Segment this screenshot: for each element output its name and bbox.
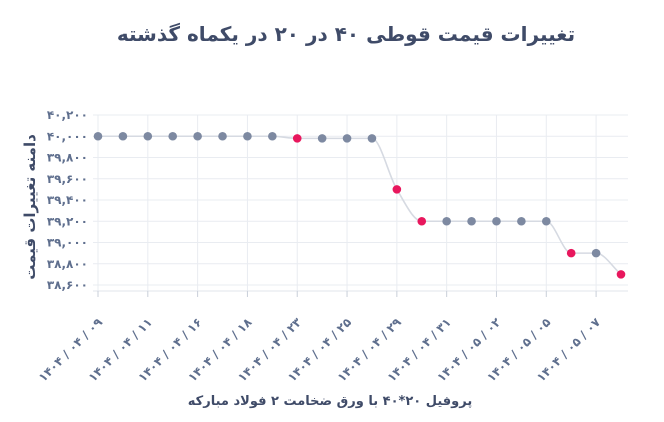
- data-point: [243, 131, 252, 141]
- data-point: [517, 216, 526, 226]
- data-point: [467, 216, 476, 226]
- data-point: [143, 131, 153, 141]
- y-tick-label: ۳۹,۶۰۰: [47, 172, 88, 186]
- y-tick-label: ۳۹,۰۰۰: [47, 236, 88, 250]
- y-tick-label: ۳۹,۴۰۰: [47, 193, 88, 207]
- y-tick-label: ۳۹,۸۰۰: [47, 151, 88, 165]
- data-point: [591, 248, 601, 258]
- grid: [93, 114, 628, 291]
- y-tick-label: ۳۸,۸۰۰: [47, 257, 88, 271]
- data-point: [566, 248, 576, 258]
- data-point: [218, 131, 227, 141]
- y-axis: ۴۰,۲۰۰ ۴۰,۰۰۰ ۳۹,۸۰۰ ۳۹,۶۰۰ ۳۹,۴۰۰ ۳۹,۲۰۰ ۳۹,۰…: [47, 108, 88, 292]
- data-point: [616, 270, 626, 279]
- y-tick-label: ۳۹,۲۰۰: [47, 214, 88, 228]
- data-point: [93, 131, 103, 141]
- chart-title: تغییرات قیمت قوطی ۴۰ در ۲۰ در یکماه گذشت…: [117, 22, 575, 46]
- y-tick-label: ۳۸,۶۰۰: [47, 278, 88, 292]
- data-point: [193, 131, 202, 141]
- data-point: [541, 216, 551, 226]
- data-point: [342, 134, 352, 143]
- data-point: [168, 131, 178, 141]
- data-point: [417, 216, 427, 226]
- x-axis-title: پروفیل ۲۰*۴۰ با ورق ضخامت ۲ فولاد مبارکه: [188, 394, 472, 409]
- series-line: [97, 135, 622, 275]
- series-price: [93, 131, 626, 279]
- data-point: [292, 134, 302, 143]
- data-point: [118, 131, 128, 141]
- data-point: [442, 216, 451, 226]
- data-point: [492, 216, 501, 226]
- data-point: [268, 131, 277, 141]
- data-point: [367, 134, 377, 143]
- y-tick-label: ۴۰,۲۰۰: [47, 108, 88, 122]
- y-tick-label: ۴۰,۰۰۰: [47, 129, 88, 143]
- data-point: [392, 185, 402, 194]
- data-point: [317, 134, 327, 143]
- y-axis-title: دامنه تغییرات قیمت: [21, 134, 39, 280]
